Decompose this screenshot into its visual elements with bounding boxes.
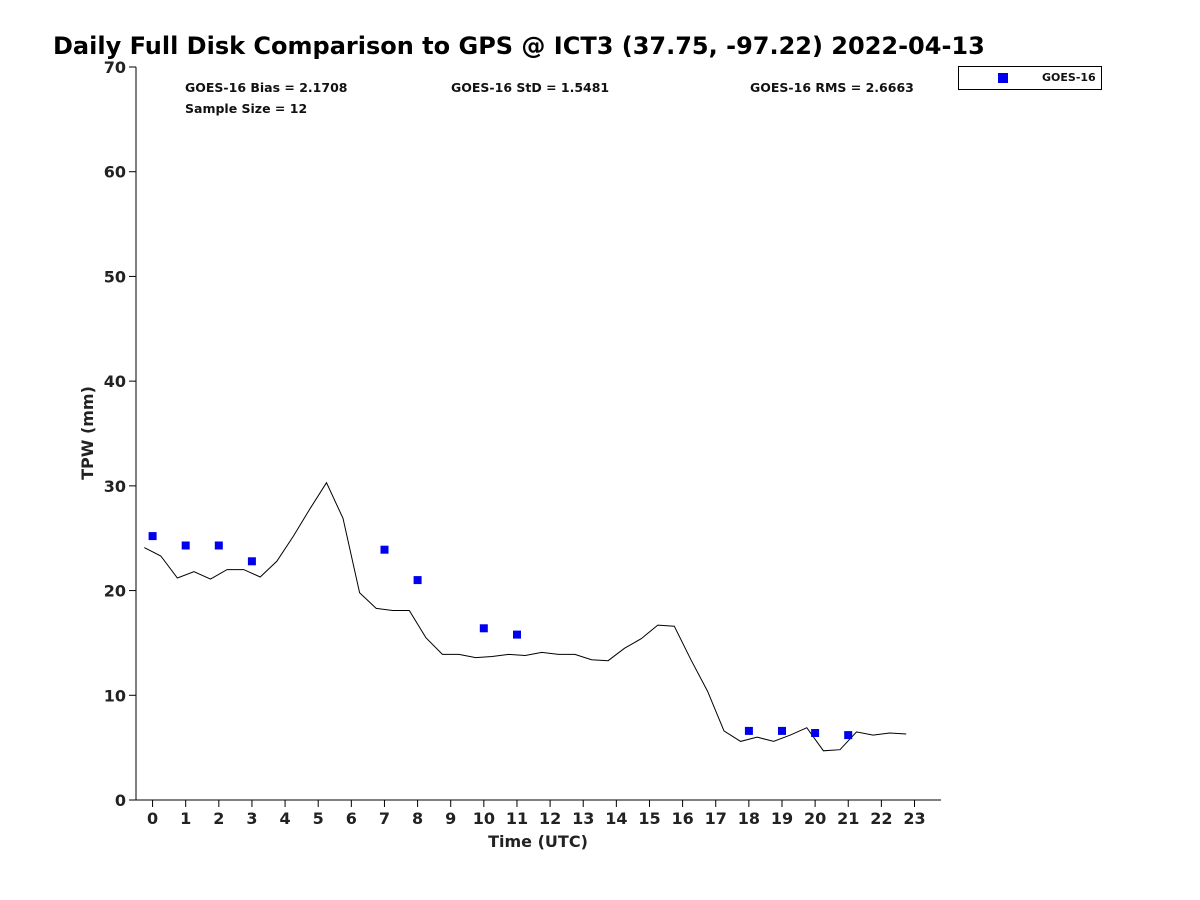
- x-tick-label: 13: [572, 809, 594, 828]
- legend: GOES-16: [958, 66, 1102, 90]
- goes16-point: [380, 545, 389, 554]
- x-tick-label: 0: [147, 809, 158, 828]
- goes16-point: [479, 624, 488, 633]
- x-tick-label: 2: [213, 809, 224, 828]
- x-tick-label: 4: [280, 809, 291, 828]
- goes16-point: [811, 729, 820, 737]
- legend-label: GOES-16: [1042, 71, 1096, 84]
- x-tick-label: 10: [473, 809, 495, 828]
- y-ticks: 0 10 20 30 40 50 60 70: [104, 58, 136, 810]
- x-axis-label: Time (UTC): [488, 832, 588, 851]
- bias-stat: GOES-16 Bias = 2.1708: [185, 80, 347, 95]
- x-tick-label: 9: [445, 809, 456, 828]
- goes16-point: [778, 726, 786, 735]
- x-tick-label: 6: [346, 809, 357, 828]
- y-tick-label: 40: [104, 372, 126, 391]
- x-tick-label: 21: [837, 809, 859, 828]
- x-tick-label: 15: [638, 809, 660, 828]
- goes16-point: [744, 726, 753, 735]
- legend-marker: [998, 73, 1008, 83]
- y-tick-label: 0: [115, 791, 126, 810]
- y-tick-label: 60: [104, 163, 126, 182]
- goes16-point: [214, 541, 223, 550]
- x-tick-label: 17: [705, 809, 727, 828]
- x-tick-label: 11: [506, 809, 528, 828]
- x-tick-label: 8: [412, 809, 423, 828]
- x-tick-label: 1: [180, 809, 191, 828]
- goes16-point: [148, 532, 157, 541]
- x-tick-label: 3: [246, 809, 257, 828]
- std-stat: GOES-16 StD = 1.5481: [451, 80, 609, 95]
- x-tick-label: 19: [771, 809, 793, 828]
- x-tick-label: 20: [804, 809, 826, 828]
- x-tick-label: 22: [870, 809, 892, 828]
- legend-box: [958, 66, 1102, 90]
- x-tick-label: 7: [379, 809, 390, 828]
- goes16-point: [413, 576, 422, 585]
- goes16-point: [247, 557, 256, 566]
- x-tick-label: 14: [605, 809, 627, 828]
- x-tick-label: 16: [671, 809, 693, 828]
- x-tick-label: 5: [313, 809, 324, 828]
- y-tick-label: 70: [104, 58, 126, 77]
- series-layer: [144, 481, 907, 752]
- sample-size-stat: Sample Size = 12: [185, 101, 307, 116]
- x-ticks: 0 1 2 3 4 5 6 7 8 9 10 11 12 13 14 15 16 17 18 19 20 21 22 23: [147, 800, 926, 828]
- goes16-point: [844, 731, 853, 740]
- y-tick-label: 20: [104, 582, 126, 601]
- x-tick-label: 12: [539, 809, 561, 828]
- goes16-point: [513, 630, 521, 639]
- rms-stat: GOES-16 RMS = 2.6663: [750, 80, 914, 95]
- y-axis-label: TPW (mm): [78, 386, 97, 480]
- gps-tpw-line: [144, 481, 907, 752]
- y-tick-label: 50: [104, 267, 126, 286]
- y-tick-label: 30: [104, 477, 126, 496]
- chart-title: Daily Full Disk Comparison to GPS @ ICT3…: [53, 32, 985, 60]
- x-tick-label: 23: [903, 809, 925, 828]
- goes16-point: [181, 541, 190, 550]
- y-tick-label: 10: [104, 686, 126, 705]
- axes: [135, 67, 941, 801]
- x-tick-label: 18: [738, 809, 760, 828]
